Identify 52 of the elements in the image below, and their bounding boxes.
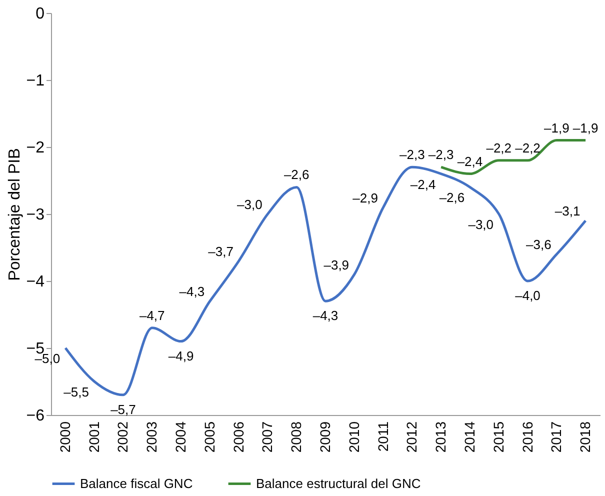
x-tick-label: 2002 [114,421,131,453]
data-label: –3,9 [324,257,350,272]
data-label: –2,6 [439,190,465,206]
x-tick-label: 2000 [56,421,73,453]
data-label: –2,2 [515,140,540,156]
legend-label: Balance fiscal GNC [80,476,193,491]
data-label: –2,2 [486,140,512,156]
x-tick-label: 2013 [432,421,449,453]
data-label: –2,3 [428,147,454,162]
data-label: –2,9 [352,190,378,206]
x-tick-label: 2004 [172,421,189,453]
y-tick-label: −2 [26,140,45,156]
y-tick-label: −4 [26,274,45,290]
x-tick-label: 2007 [259,421,276,453]
y-tick-label: −6 [26,408,45,424]
data-label: –3,0 [468,217,494,232]
data-label: –1,9 [572,120,598,136]
x-tick-label: 2012 [404,421,420,453]
x-tick-label: 2005 [201,421,218,453]
x-tick-label: 2010 [346,421,362,453]
data-label: –4,3 [179,284,205,300]
y-tick-label: 0 [36,6,45,22]
x-tick-label: 2011 [374,421,391,452]
data-label: –5,7 [110,402,136,417]
x-tick-label: 2015 [490,421,506,453]
data-label: –4,3 [312,308,338,324]
y-tick-label: −1 [26,72,45,90]
data-label: –1,9 [544,120,570,136]
data-label: –2,4 [457,154,483,169]
data-label: –3,1 [554,204,580,219]
x-tick-label: 2009 [317,421,333,453]
x-tick-label: 2008 [288,421,304,453]
x-tick-label: 2017 [548,421,564,453]
data-label: –3,0 [237,197,262,212]
x-tick-label: 2014 [461,421,478,453]
x-tick-label: 2006 [230,421,246,453]
data-label: –5,5 [64,384,89,400]
y-axis-title: Porcentaje del PIB [6,148,24,281]
data-label: –4,9 [168,348,194,364]
data-label: –2,3 [400,147,425,162]
y-tick-label: −3 [26,206,45,224]
data-label: –4,7 [139,308,165,323]
data-label: –4,0 [515,288,540,303]
x-tick-label: 2003 [144,421,160,453]
x-tick-label: 2016 [519,421,536,453]
x-tick-label: 2001 [86,421,102,453]
data-label: –2,4 [410,176,436,192]
data-label: –2,6 [284,167,310,182]
data-label: –3,7 [208,244,234,259]
data-label: –3,6 [526,237,552,252]
x-tick-label: 2018 [577,421,594,453]
legend-label: Balance estructural del GNC [256,476,421,491]
